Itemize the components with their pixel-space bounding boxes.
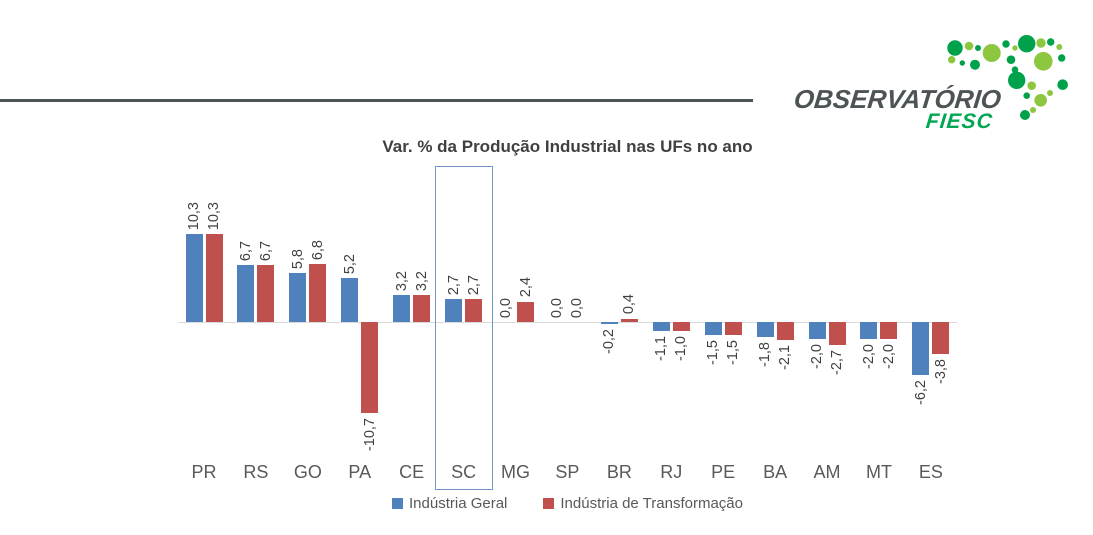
- bar-transformacao-SC: [465, 299, 483, 322]
- value-label-transformacao-SP: 0,0: [569, 297, 586, 318]
- bar-geral-SC: [445, 299, 463, 322]
- value-label-transformacao-RJ: -1,0: [673, 335, 690, 361]
- value-label-geral-PE: -1,5: [705, 339, 722, 365]
- x-axis-label-BA: BA: [763, 462, 788, 482]
- chart-title: Var. % da Produção Industrial nas UFs no…: [382, 137, 753, 156]
- value-label-geral-RS: 6,7: [237, 240, 254, 262]
- legend-label-industria-transformacao: Indústria de Transformação: [560, 495, 743, 512]
- x-axis-label-SC: SC: [451, 462, 477, 482]
- x-axis-label-PR: PR: [191, 462, 217, 482]
- bar-transformacao-MT: [880, 322, 898, 339]
- x-axis-label-SP: SP: [555, 462, 580, 482]
- x-axis-label-ES: ES: [918, 462, 943, 482]
- value-label-transformacao-PA: -10,7: [361, 417, 378, 451]
- value-label-transformacao-BA: -2,1: [777, 344, 794, 370]
- bar-transformacao-PR: [205, 234, 223, 322]
- value-label-transformacao-AM: -2,7: [829, 349, 846, 375]
- value-label-geral-PA: 5,2: [341, 253, 358, 274]
- bar-geral-BA: [756, 322, 774, 338]
- header-rule: [0, 99, 753, 102]
- x-axis-label-AM: AM: [813, 462, 841, 482]
- x-axis-label-CE: CE: [399, 462, 425, 482]
- bar-geral-CE: [393, 294, 411, 322]
- legend-swatch-industria-geral: [392, 498, 403, 509]
- bar-transformacao-BR: [620, 318, 638, 322]
- value-label-transformacao-CE: 3,2: [413, 270, 430, 291]
- sc-highlight-box: [435, 166, 494, 490]
- bar-transformacao-PA: [361, 322, 379, 413]
- value-label-geral-MG: 0,0: [497, 297, 514, 318]
- bar-geral-PA: [341, 277, 359, 322]
- bar-transformacao-GO: [309, 264, 327, 322]
- value-label-geral-CE: 3,2: [393, 270, 410, 291]
- value-label-geral-BA: -1,8: [757, 342, 774, 368]
- bar-geral-BR: [600, 322, 618, 324]
- bar-transformacao-RS: [257, 265, 275, 322]
- bar-geral-ES: [912, 322, 930, 375]
- value-label-geral-PR: 10,3: [186, 202, 202, 231]
- legend-item-industria-geral: Indústria Geral: [392, 495, 507, 512]
- bar-transformacao-CE: [413, 294, 431, 322]
- bar-geral-RJ: [652, 322, 670, 332]
- value-label-geral-GO: 5,8: [289, 248, 306, 269]
- bar-transformacao-BA: [776, 322, 794, 340]
- value-label-geral-RJ: -1,1: [653, 336, 670, 362]
- value-label-transformacao-PR: 10,3: [206, 202, 222, 231]
- zero-axis-line: [178, 322, 957, 323]
- bar-geral-RS: [237, 265, 255, 322]
- value-label-transformacao-BR: 0,4: [621, 294, 638, 315]
- x-axis-label-RJ: RJ: [660, 462, 683, 482]
- legend-label-industria-geral: Indústria Geral: [409, 495, 508, 512]
- value-label-transformacao-RS: 6,7: [257, 240, 274, 262]
- bar-geral-MT: [860, 322, 878, 339]
- legend-swatch-industria-transformacao: [543, 498, 555, 509]
- bar-transformacao-AM: [828, 322, 846, 345]
- value-label-transformacao-ES: -3,8: [932, 359, 949, 385]
- bar-transformacao-ES: [932, 322, 950, 355]
- value-label-geral-BR: -0,2: [601, 328, 618, 354]
- value-label-geral-MT: -2,0: [860, 344, 877, 369]
- x-axis-label-RS: RS: [243, 462, 269, 482]
- chart-legend: Indústria Geral Indústria de Transformaç…: [178, 495, 957, 512]
- bar-geral-PE: [704, 322, 722, 335]
- value-label-geral-ES: -6,2: [912, 379, 929, 405]
- x-axis-label-MG: MG: [501, 462, 531, 482]
- bar-geral-AM: [808, 322, 826, 339]
- bar-geral-GO: [289, 272, 307, 322]
- bar-geral-PR: [185, 234, 203, 322]
- value-label-transformacao-MG: 2,4: [517, 277, 534, 298]
- value-label-transformacao-PE: -1,5: [725, 339, 742, 365]
- value-label-geral-AM: -2,0: [809, 344, 826, 369]
- bar-transformacao-PE: [724, 322, 742, 335]
- x-axis-label-PA: PA: [348, 462, 372, 482]
- logo-dots-santa-catarina-icon: [947, 35, 1068, 120]
- value-label-transformacao-GO: 6,8: [309, 240, 326, 261]
- x-axis-label-BR: BR: [606, 462, 632, 482]
- bar-transformacao-RJ: [672, 322, 690, 331]
- legend-item-industria-transformacao: Indústria de Transformação: [543, 495, 743, 512]
- x-axis-label-GO: GO: [293, 462, 322, 482]
- x-axis-label-PE: PE: [711, 462, 736, 482]
- value-label-geral-SP: 0,0: [549, 297, 566, 318]
- value-label-transformacao-MT: -2,0: [880, 344, 897, 369]
- bar-transformacao-MG: [517, 301, 535, 322]
- x-axis-label-MT: MT: [865, 462, 892, 482]
